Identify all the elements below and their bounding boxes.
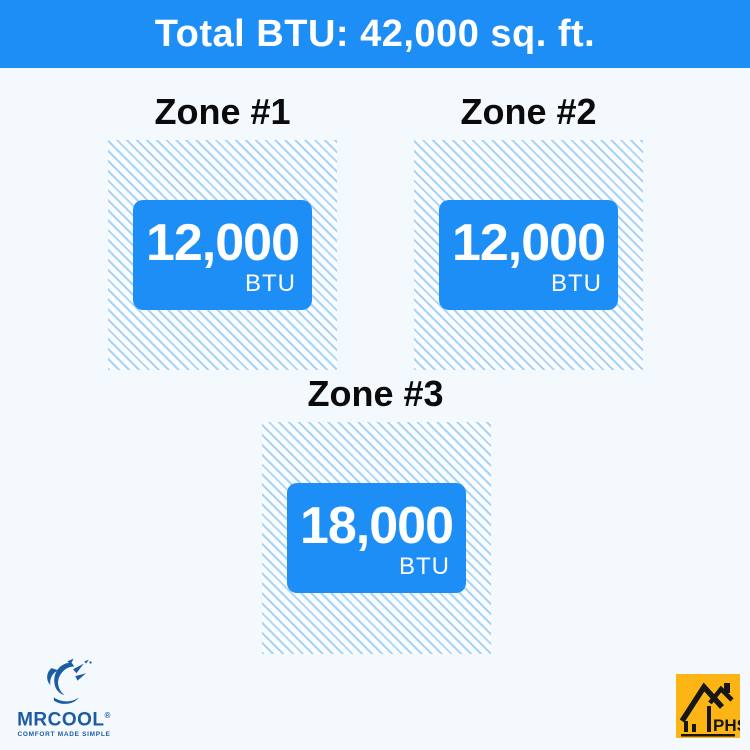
- zone-2-area: 12,000 BTU: [414, 140, 643, 370]
- phs-underline: [681, 734, 735, 737]
- mrcool-wordmark: MRCOOL®: [12, 706, 116, 730]
- phs-logo: PHS: [676, 674, 740, 738]
- zone-1-title: Zone #1: [154, 91, 291, 132]
- mrcool-wordmark-text: MRCOOL: [17, 709, 105, 731]
- zone-2-btu-unit: BTU: [551, 269, 602, 297]
- zone-2-btu-badge: 12,000 BTU: [439, 200, 618, 310]
- zone-1-area: 12,000 BTU: [108, 140, 337, 370]
- registered-trademark-symbol: ®: [104, 711, 111, 720]
- zone-2-title: Zone #2: [460, 91, 597, 132]
- header-banner: Total BTU: 42,000 sq. ft.: [0, 0, 750, 68]
- zone-1-btu-unit: BTU: [245, 269, 296, 297]
- mrcool-logo: MRCOOL® COMFORT MADE SIMPLE: [12, 658, 116, 738]
- zone-3-area: 18,000 BTU: [262, 422, 491, 654]
- phs-house-roof-icon: PHS: [679, 682, 740, 737]
- mrcool-penguin-icon: [47, 658, 92, 704]
- mrcool-tagline: COMFORT MADE SIMPLE: [17, 731, 111, 739]
- total-btu-title: Total BTU: 42,000 sq. ft.: [154, 12, 596, 55]
- zone-2-btu-value: 12,000: [451, 213, 606, 272]
- zone-3-title: Zone #3: [307, 373, 444, 414]
- phs-text: PHS: [713, 716, 740, 735]
- zone-3-btu-value: 18,000: [299, 496, 454, 555]
- zone-3-btu-badge: 18,000 BTU: [287, 483, 466, 593]
- zone-3-btu-unit: BTU: [399, 552, 450, 580]
- zone-1-btu-badge: 12,000 BTU: [133, 200, 312, 310]
- zone-1-btu-value: 12,000: [145, 213, 300, 272]
